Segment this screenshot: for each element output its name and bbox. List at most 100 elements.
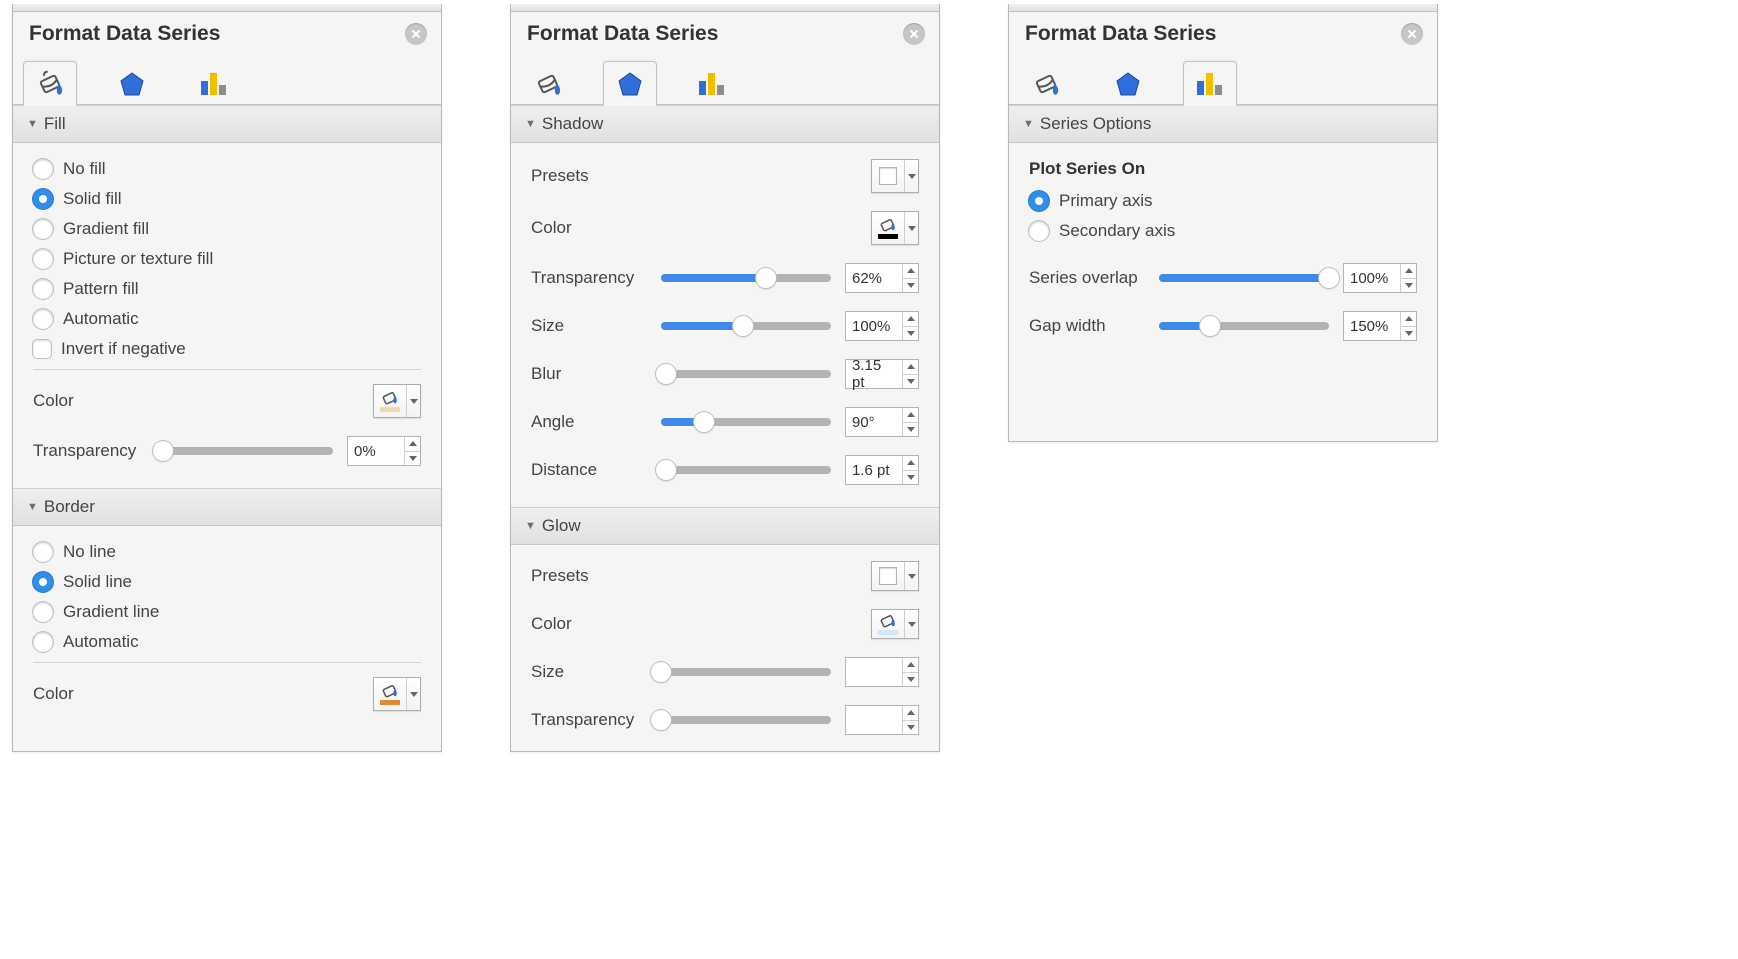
color-label: Color bbox=[33, 684, 143, 704]
tab-fill[interactable] bbox=[521, 61, 575, 105]
color-picker-button[interactable] bbox=[871, 211, 919, 245]
series-overlap-slider[interactable] bbox=[1159, 274, 1329, 282]
tab-effects[interactable] bbox=[1101, 61, 1155, 105]
tab-series[interactable] bbox=[187, 61, 241, 105]
glow-transparency-slider[interactable] bbox=[661, 716, 831, 724]
transparency-input[interactable]: 0% bbox=[347, 436, 421, 466]
close-button[interactable] bbox=[405, 23, 427, 45]
spin-value: 0% bbox=[348, 437, 404, 465]
spin-down[interactable] bbox=[1401, 327, 1416, 341]
spin-down[interactable] bbox=[903, 327, 918, 341]
chevron-down-icon bbox=[908, 622, 916, 627]
shadow-angle-slider[interactable] bbox=[661, 418, 831, 426]
format-panel-series: Format Data Series ▼ Series Options Plot… bbox=[1008, 4, 1438, 442]
spin-down[interactable] bbox=[903, 721, 918, 735]
radio-picture-fill[interactable] bbox=[33, 249, 53, 269]
option-label: No line bbox=[63, 542, 116, 562]
spin-down[interactable] bbox=[903, 423, 918, 437]
gap-width-input[interactable]: 150% bbox=[1343, 311, 1417, 341]
shadow-transparency-slider[interactable] bbox=[661, 274, 831, 282]
spin-up[interactable] bbox=[903, 456, 918, 471]
glow-size-slider[interactable] bbox=[661, 668, 831, 676]
shadow-distance-slider[interactable] bbox=[661, 466, 831, 474]
spin-down[interactable] bbox=[1401, 279, 1416, 293]
section-header-glow[interactable]: ▼ Glow bbox=[511, 507, 939, 545]
section-header-series[interactable]: ▼ Series Options bbox=[1009, 105, 1437, 143]
shadow-distance-input[interactable]: 1.6 pt bbox=[845, 455, 919, 485]
shadow-size-slider[interactable] bbox=[661, 322, 831, 330]
radio-solid-fill[interactable] bbox=[33, 189, 53, 209]
section-header-shadow[interactable]: ▼ Shadow bbox=[511, 105, 939, 143]
glow-transparency-input[interactable] bbox=[845, 705, 919, 735]
tab-series[interactable] bbox=[1183, 61, 1237, 105]
spin-up[interactable] bbox=[1401, 264, 1416, 279]
shadow-angle-input[interactable]: 90° bbox=[845, 407, 919, 437]
section-title: Series Options bbox=[1040, 114, 1152, 134]
overlap-label: Series overlap bbox=[1029, 268, 1159, 288]
close-icon bbox=[1407, 29, 1417, 39]
shadow-transparency-input[interactable]: 62% bbox=[845, 263, 919, 293]
option-label: Primary axis bbox=[1059, 191, 1153, 211]
radio-automatic-fill[interactable] bbox=[33, 309, 53, 329]
radio-secondary-axis[interactable] bbox=[1029, 221, 1049, 241]
disclosure-icon: ▼ bbox=[525, 118, 536, 130]
spin-down[interactable] bbox=[405, 452, 420, 466]
presets-button[interactable] bbox=[871, 561, 919, 591]
tab-effects[interactable] bbox=[105, 61, 159, 105]
spin-value: 150% bbox=[1344, 312, 1400, 340]
option-label: Gradient line bbox=[63, 602, 159, 622]
shadow-blur-slider[interactable] bbox=[661, 370, 831, 378]
shadow-size-input[interactable]: 100% bbox=[845, 311, 919, 341]
tab-effects[interactable] bbox=[603, 61, 657, 105]
pentagon-icon bbox=[119, 71, 145, 97]
preset-swatch bbox=[879, 167, 897, 185]
spin-value: 100% bbox=[846, 312, 902, 340]
chevron-down-icon bbox=[908, 574, 916, 579]
color-label: Color bbox=[33, 391, 143, 411]
presets-button[interactable] bbox=[871, 159, 919, 193]
bar-chart-icon bbox=[697, 71, 727, 97]
radio-solid-line[interactable] bbox=[33, 572, 53, 592]
tab-fill[interactable] bbox=[23, 61, 77, 105]
spin-up[interactable] bbox=[903, 264, 918, 279]
spin-up[interactable] bbox=[903, 360, 918, 375]
tab-series[interactable] bbox=[685, 61, 739, 105]
tab-fill[interactable] bbox=[1019, 61, 1073, 105]
checkbox-invert[interactable] bbox=[33, 340, 51, 358]
radio-gradient-fill[interactable] bbox=[33, 219, 53, 239]
spin-up[interactable] bbox=[903, 658, 918, 673]
option-label: Automatic bbox=[63, 632, 139, 652]
spin-down[interactable] bbox=[903, 375, 918, 389]
section-title: Fill bbox=[44, 114, 66, 134]
color-picker-button[interactable] bbox=[871, 609, 919, 639]
spin-up[interactable] bbox=[903, 408, 918, 423]
series-overlap-input[interactable]: 100% bbox=[1343, 263, 1417, 293]
spin-down[interactable] bbox=[903, 471, 918, 485]
close-button[interactable] bbox=[1401, 23, 1423, 45]
section-header-border[interactable]: ▼ Border bbox=[13, 488, 441, 526]
close-button[interactable] bbox=[903, 23, 925, 45]
radio-pattern-fill[interactable] bbox=[33, 279, 53, 299]
spin-up[interactable] bbox=[405, 437, 420, 452]
color-picker-button[interactable] bbox=[373, 677, 421, 711]
radio-primary-axis[interactable] bbox=[1029, 191, 1049, 211]
spin-up[interactable] bbox=[903, 706, 918, 721]
section-title: Glow bbox=[542, 516, 581, 536]
spin-down[interactable] bbox=[903, 673, 918, 687]
transparency-slider[interactable] bbox=[163, 447, 333, 455]
spin-up[interactable] bbox=[1401, 312, 1416, 327]
shadow-blur-input[interactable]: 3.15 pt bbox=[845, 359, 919, 389]
radio-gradient-line[interactable] bbox=[33, 602, 53, 622]
radio-no-line[interactable] bbox=[33, 542, 53, 562]
option-label: Secondary axis bbox=[1059, 221, 1175, 241]
paint-can-icon bbox=[532, 70, 564, 98]
gap-width-slider[interactable] bbox=[1159, 322, 1329, 330]
radio-no-fill[interactable] bbox=[33, 159, 53, 179]
radio-automatic-line[interactable] bbox=[33, 632, 53, 652]
glow-size-input[interactable] bbox=[845, 657, 919, 687]
spin-up[interactable] bbox=[903, 312, 918, 327]
section-title: Shadow bbox=[542, 114, 603, 134]
spin-down[interactable] bbox=[903, 279, 918, 293]
section-header-fill[interactable]: ▼ Fill bbox=[13, 105, 441, 143]
color-picker-button[interactable] bbox=[373, 384, 421, 418]
